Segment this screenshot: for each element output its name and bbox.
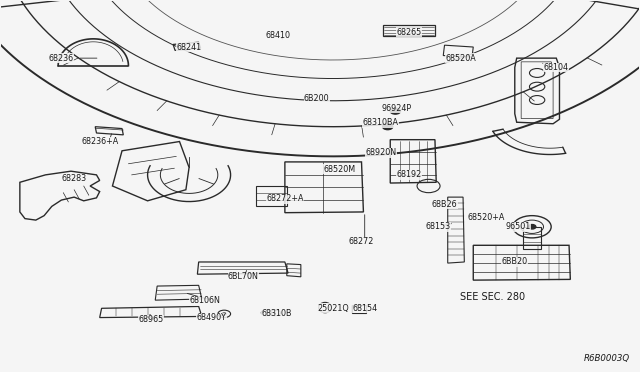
Text: 68283: 68283	[61, 174, 86, 183]
Text: 68920N: 68920N	[365, 148, 396, 157]
Text: 96501: 96501	[506, 222, 531, 231]
Text: 68154: 68154	[352, 304, 377, 313]
Text: 68272: 68272	[349, 237, 374, 246]
Text: 68520A: 68520A	[445, 54, 476, 62]
Text: 68236: 68236	[49, 54, 74, 62]
Text: 96924P: 96924P	[381, 104, 412, 113]
Text: 6BB20: 6BB20	[502, 257, 528, 266]
Circle shape	[383, 124, 393, 130]
Text: 68104: 68104	[544, 63, 569, 72]
Text: 25021Q: 25021Q	[317, 304, 349, 313]
Text: 68153: 68153	[426, 222, 451, 231]
Text: 68236+A: 68236+A	[81, 137, 118, 146]
Text: 6B200: 6B200	[304, 94, 330, 103]
Text: 68965: 68965	[138, 315, 163, 324]
Text: 68106N: 68106N	[189, 296, 221, 305]
Text: SEE SEC. 280: SEE SEC. 280	[461, 292, 525, 302]
Text: 68B26: 68B26	[432, 200, 458, 209]
Text: 68310B: 68310B	[261, 310, 292, 318]
Text: 68520M: 68520M	[323, 165, 355, 174]
Text: 68490Y: 68490Y	[196, 313, 227, 322]
Text: 68265: 68265	[397, 28, 422, 37]
Text: 68310BA: 68310BA	[363, 119, 399, 128]
Text: 6BL70N: 6BL70N	[228, 272, 259, 281]
Circle shape	[221, 312, 227, 315]
Circle shape	[528, 225, 536, 229]
Text: 68410: 68410	[266, 31, 291, 41]
Circle shape	[390, 108, 401, 114]
Text: 68272+A: 68272+A	[266, 195, 303, 203]
Text: R6B0003Q: R6B0003Q	[584, 354, 630, 363]
Text: 68520+A: 68520+A	[467, 213, 505, 222]
Text: 68192: 68192	[397, 170, 422, 179]
Text: 68241: 68241	[177, 42, 202, 51]
